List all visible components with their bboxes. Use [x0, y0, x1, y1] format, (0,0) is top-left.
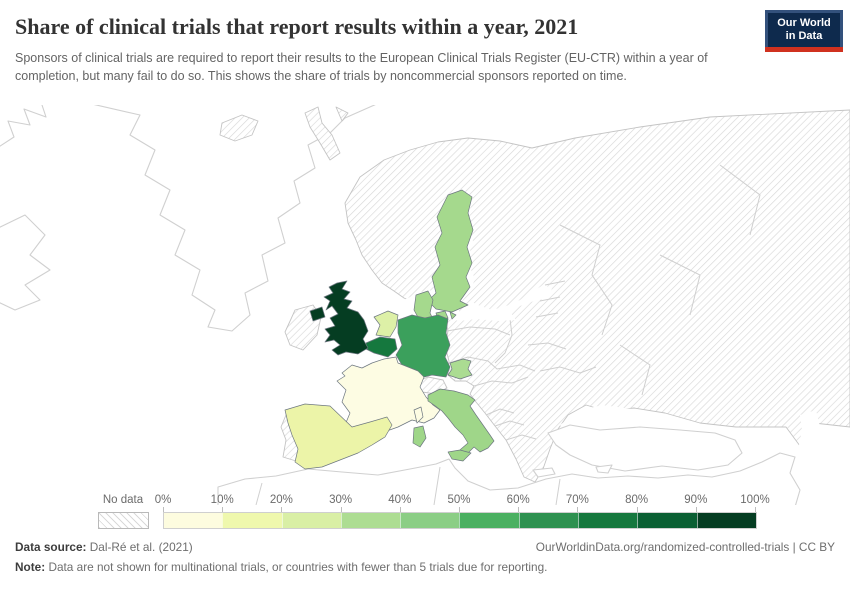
country-sweden: [427, 189, 474, 313]
europe-choropleth-map[interactable]: [0, 105, 850, 505]
legend-tick-labels: 0% 10% 20% 30% 40% 50% 60% 70% 80% 90% 100%: [155, 494, 770, 508]
turkey: [547, 424, 743, 472]
country-netherlands: [373, 310, 399, 338]
legend-bin-30-40%[interactable]: [340, 513, 401, 528]
owid-logo-line2: in Data: [785, 30, 823, 42]
country-united-kingdom: [323, 280, 369, 356]
owid-logo-accent-bar: [765, 47, 843, 52]
country-spain: [284, 403, 393, 470]
legend-tick-label: 10%: [210, 494, 234, 506]
chart-footer: Data source: Dal-Ré et al. (2021) OurWor…: [15, 540, 835, 574]
legend-tick-label: 50%: [447, 494, 471, 506]
legend-bin-80-90%[interactable]: [637, 513, 697, 528]
canada-coast: [0, 105, 47, 147]
legend-bin-60-70%[interactable]: [518, 513, 579, 528]
sardinia: [412, 425, 427, 448]
sicily: [447, 449, 472, 462]
legend-tick-label: 0%: [154, 494, 172, 506]
legend-bin-40-50%[interactable]: [400, 513, 460, 528]
legend-tick-marks: [163, 507, 756, 512]
country-denmark: [413, 290, 434, 322]
svalbard: [304, 106, 341, 161]
owid-logo-line1: Our World: [777, 16, 831, 29]
map-legend: No data 0% 10% 20% 30% 40% 50% 60% 70% 80% 90% 100…: [98, 494, 770, 530]
legend-tick-label: 60%: [506, 494, 530, 506]
baltic-sea: [448, 285, 552, 321]
country-france: [336, 356, 441, 436]
corsica: [413, 406, 424, 424]
data-source-label: Data source:: [15, 540, 87, 554]
chart-subtitle: Sponsors of clinical trials are required…: [15, 51, 708, 83]
legend-bin-20-30%[interactable]: [281, 513, 341, 528]
legend-tick-label: 20%: [269, 494, 293, 506]
outline-landmass-group: [0, 105, 376, 332]
note-value: Data are not shown for multinational tri…: [48, 560, 548, 574]
greenland: [93, 105, 376, 332]
data-source-value: Dal-Ré et al. (2021): [89, 540, 193, 554]
country-austria: [447, 358, 473, 380]
legend-tick-label: 40%: [388, 494, 412, 506]
north-africa: [217, 452, 801, 505]
note-label: Note:: [15, 560, 46, 574]
attribution-link[interactable]: OurWorldinData.org/randomized-controlled…: [535, 540, 835, 554]
legend-tick-label: 100%: [740, 494, 770, 506]
legend-bin-90-100%[interactable]: [696, 513, 756, 528]
crete: [532, 467, 556, 478]
country-iceland: [219, 114, 259, 142]
no-data-label: No data: [102, 494, 144, 506]
legend-tick-label: 90%: [684, 494, 708, 506]
country-belgium: [365, 336, 398, 358]
note-line: Note: Data are not shown for multination…: [15, 560, 835, 574]
legend-bin-50-60%[interactable]: [459, 513, 519, 528]
country-germany: [395, 314, 451, 379]
page-title: Share of clinical trials that report res…: [15, 14, 579, 39]
no-data-internal-borders: [446, 164, 761, 441]
owid-logo: Our World in Data: [765, 10, 843, 47]
legend-bin-70-80%[interactable]: [578, 513, 638, 528]
canada-coast-lower: [0, 214, 51, 311]
north-africa-borders: [255, 466, 561, 505]
caspian-sea: [798, 410, 822, 460]
data-countries[interactable]: [284, 189, 495, 470]
legend-tick-label: 70%: [565, 494, 589, 506]
legend-tick-label: 80%: [625, 494, 649, 506]
legend-bin-10-20%[interactable]: [222, 513, 282, 528]
cyprus: [595, 464, 613, 474]
legend-color-bar[interactable]: [163, 512, 757, 529]
south-outline-group: [217, 424, 801, 505]
no-data-swatch[interactable]: [98, 512, 149, 529]
data-source-line: Data source: Dal-Ré et al. (2021): [15, 540, 193, 554]
legend-tick-label: 30%: [329, 494, 353, 506]
country-italy: [427, 388, 495, 460]
northern-ireland: [309, 306, 326, 322]
no-data-islands[interactable]: [219, 106, 349, 161]
svalbard-islet: [335, 106, 349, 122]
legend-bin-0-10%[interactable]: [164, 513, 223, 528]
